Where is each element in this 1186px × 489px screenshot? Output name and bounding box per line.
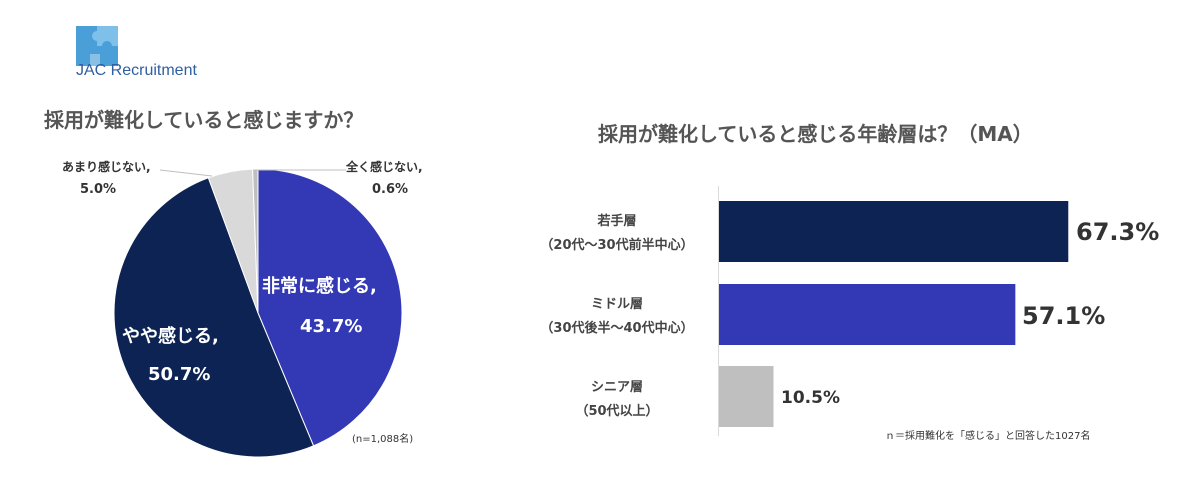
- pie-label-somewhat-not: あまり感じない,: [62, 160, 151, 174]
- bar-value-middle: 57.1%: [1022, 302, 1106, 330]
- bar-value-senior: 10.5%: [781, 388, 840, 408]
- bar-young: [719, 201, 1069, 262]
- pie-value-not-at-all: 0.6%: [372, 182, 409, 197]
- bar-chart-title: 採用が難化していると感じる年齢層は？（MA）: [598, 122, 1033, 146]
- pie-value-somewhat: 50.7%: [148, 364, 211, 385]
- bar-senior: [719, 366, 774, 427]
- puzzle-logo-icon: [76, 26, 118, 66]
- bar-middle: [719, 284, 1016, 345]
- category-senior-line2: （50代以上）: [575, 404, 659, 419]
- category-young-line2: （20代～30代前半中心）: [540, 238, 694, 253]
- pie-value-strongly: 43.7%: [300, 316, 363, 337]
- category-senior-line1: シニア層: [590, 380, 643, 395]
- pie-chart-title: 採用が難化していると感じますか？: [44, 108, 364, 132]
- pie-label-strongly: 非常に感じる,: [262, 276, 377, 297]
- category-young-line1: 若手層: [597, 214, 637, 229]
- pie-label-somewhat: やや感じる,: [122, 326, 219, 347]
- pie-slice-not-at-all: [252, 168, 259, 314]
- bar-value-young: 67.3%: [1076, 218, 1160, 246]
- pie-value-somewhat-not: 5.0%: [80, 182, 117, 197]
- pie-label-not-at-all: 全く感じない,: [346, 160, 423, 174]
- category-middle-line2: （30代後半～40代中心）: [540, 321, 694, 336]
- leader-line-somewhat-not: [159, 169, 213, 177]
- logo-text: JAC Recruitment: [76, 62, 197, 79]
- pie-slice-somewhat: [113, 177, 315, 458]
- category-middle-line1: ミドル層: [590, 297, 643, 312]
- pie-note: (n=1,088名): [352, 434, 414, 445]
- brand-logo: JAC Recruitment: [76, 26, 246, 80]
- bar-note: ｎ＝採用難化を「感じる」と回答した1027名: [885, 431, 1091, 442]
- pie-slice-strongly: [257, 168, 403, 447]
